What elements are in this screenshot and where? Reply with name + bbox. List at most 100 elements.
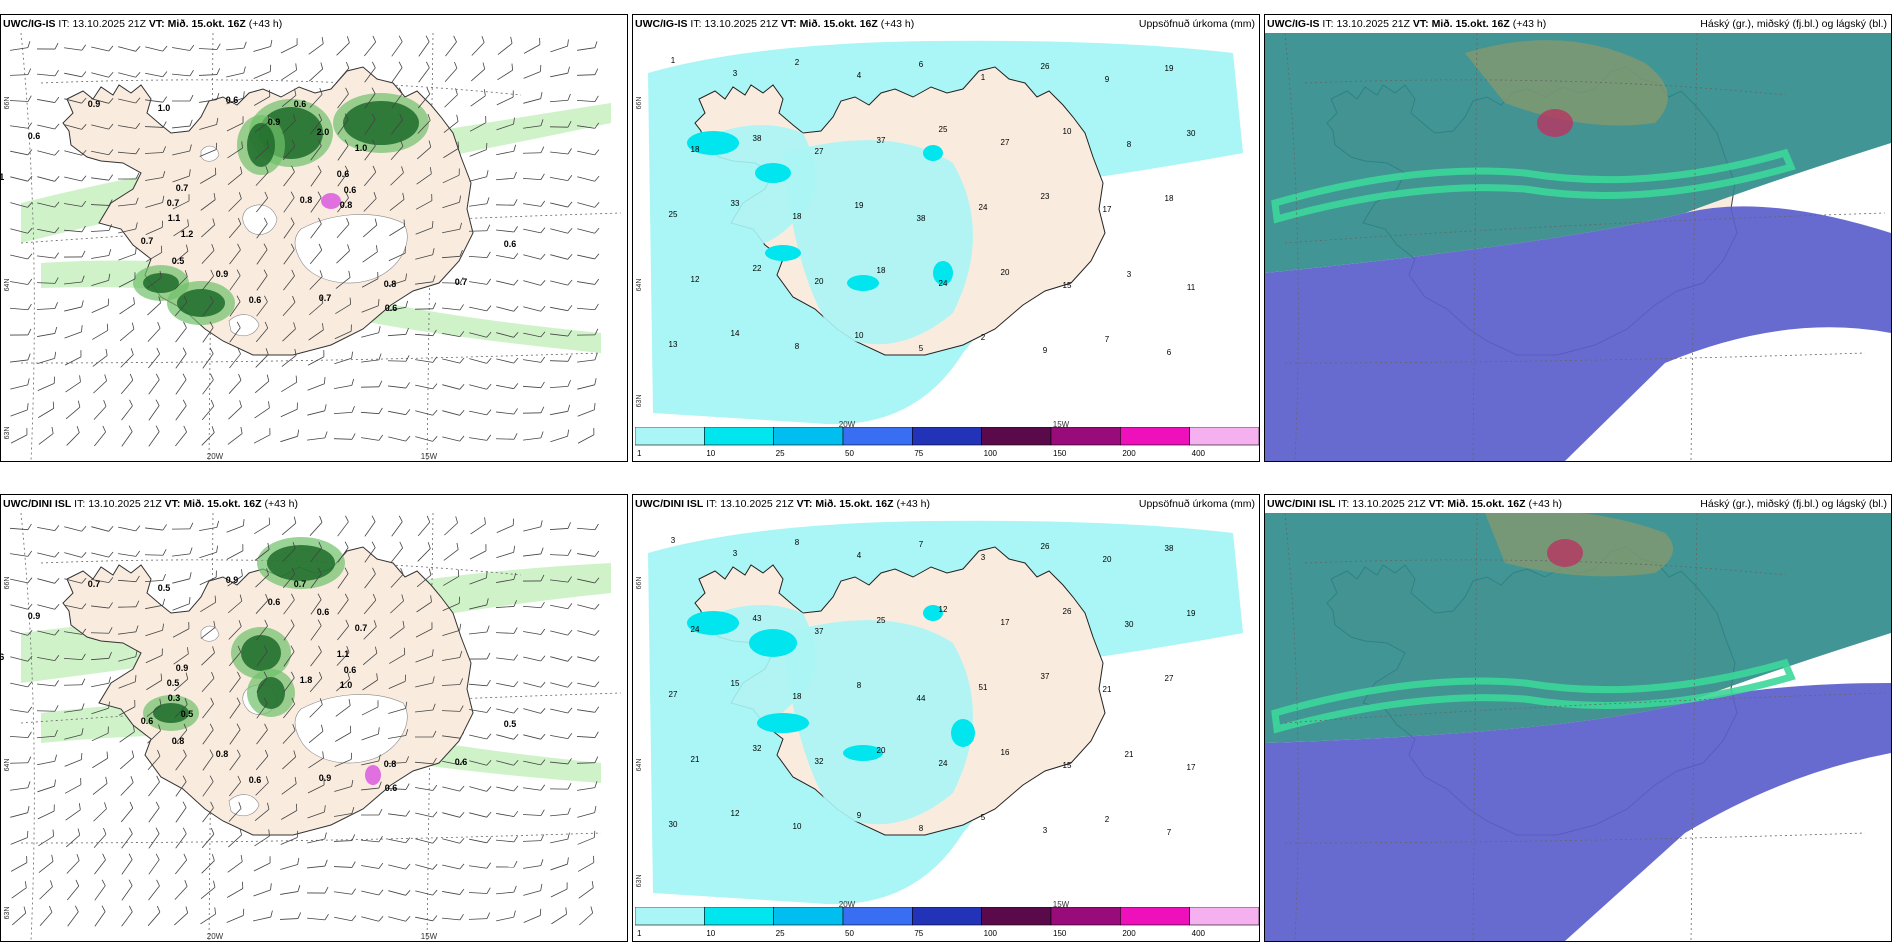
wind-barb (173, 219, 189, 237)
wind-value-labels: 0.8 1.2 0.9 0.8 1.1 0.6 0.9 1.0 0.6 1.1 2.0 0.7 0.6 0… (1, 95, 516, 313)
wind-barb (496, 734, 519, 740)
precip-panel-row2: UWC/DINI ISL IT: 13.10.2025 21Z VT: Mið.… (632, 494, 1260, 942)
wind-barb (308, 751, 324, 769)
cloud-background (1265, 513, 1891, 941)
wind-barb (550, 629, 573, 636)
wind-barb (280, 402, 298, 418)
wind-barb (281, 516, 297, 536)
wind-barb (415, 915, 438, 922)
colorbar-swatch (981, 907, 1052, 926)
wind-barb (229, 671, 241, 693)
precip-map: 1324612691918382737252710830253318193824… (636, 40, 1243, 429)
wind-barb (64, 225, 86, 233)
wind-barb (145, 623, 164, 637)
precip-value-label: 9 (857, 811, 862, 820)
wind-barb (309, 698, 323, 718)
wind-barb (470, 62, 486, 82)
wind-barb (254, 114, 270, 133)
precip-value-label: 14 (731, 329, 740, 338)
wind-barb (523, 759, 546, 766)
wind-value-label: 1.0 (340, 680, 353, 690)
wind-value-labels: 1.80.50.60.80.61.10.80.50.50.30.60.90.90… (1, 575, 516, 793)
wind-value-label: 1.8 (300, 675, 313, 685)
wind-barb (39, 905, 53, 927)
wind-barb (364, 113, 376, 135)
wind-barb (228, 801, 242, 822)
wind-barb (468, 251, 491, 259)
precip-value-label: 12 (939, 605, 948, 614)
wind-barb (469, 170, 489, 182)
wind-barb (10, 278, 33, 285)
precip-value-label: 1 (981, 73, 986, 82)
wind-barb (90, 224, 113, 232)
colorbar-label: 10 (706, 929, 715, 938)
wind-barb (469, 115, 487, 132)
grid-line (1690, 33, 1698, 461)
wind-area-strong (267, 545, 335, 581)
wind-barb (173, 244, 189, 264)
wind-barb (93, 827, 107, 849)
wind-barb (576, 95, 599, 102)
panel-title: UWC/IG-IS IT: 13.10.2025 21Z VT: Mið. 15… (1267, 18, 1547, 30)
wind-barb (10, 681, 33, 688)
wind-barb (496, 810, 519, 817)
wind-barb (333, 834, 356, 842)
wind-barb (119, 725, 135, 743)
wind-barb (522, 834, 545, 842)
wind-barb (64, 525, 87, 532)
precip-value-label: 22 (753, 264, 762, 273)
wind-value-label: 0.7 (455, 277, 468, 287)
wind-barb (415, 703, 436, 713)
wind-barb (283, 165, 295, 187)
wind-barb (469, 837, 492, 844)
wind-barb (64, 275, 85, 285)
wind-map: 1.80.50.60.80.61.10.80.50.50.30.60.90.90… (1, 513, 622, 941)
wind-barb (37, 655, 60, 662)
wind-barb (283, 191, 295, 213)
wind-barb (307, 805, 326, 819)
wind-barb (388, 890, 411, 896)
wind-barb (388, 728, 409, 739)
wind-barb (414, 329, 437, 337)
wind-barb (63, 653, 86, 661)
precip-value-label: 3 (733, 549, 738, 558)
colorbar-label: 25 (776, 929, 785, 938)
wind-barb (361, 835, 383, 843)
precip-value-label: 24 (979, 203, 988, 212)
wind-barb (91, 248, 112, 259)
wind-barb (495, 433, 518, 440)
wind-barb (415, 622, 433, 638)
wind-barb (442, 650, 463, 661)
wind-barb (364, 541, 376, 563)
wind-barb (10, 550, 33, 557)
wind-barb (37, 351, 57, 364)
wind-value-label: 0.3 (168, 693, 181, 703)
wind-barb (202, 373, 214, 395)
wind-barb (92, 348, 108, 367)
wind-barb (120, 373, 134, 395)
wind-barb (254, 517, 271, 535)
wind-barb (229, 347, 241, 369)
wind-barb (10, 378, 30, 390)
colorbar-label: 50 (845, 449, 854, 458)
lat-label: 66N (636, 577, 643, 590)
wind-barb (200, 620, 216, 639)
wind-value-label: 0.8 (216, 749, 229, 759)
wind-barb (468, 679, 491, 687)
wind-barb (469, 142, 488, 157)
wind-barb (145, 648, 163, 664)
precip-value-label: 37 (1041, 672, 1050, 681)
precip-value-label: 2 (981, 333, 986, 342)
wind-barb (144, 121, 167, 128)
wind-barb (144, 573, 166, 583)
grid-line (1690, 513, 1698, 941)
wind-barb (199, 142, 218, 157)
wind-barb (201, 218, 216, 238)
wind-barb (549, 355, 572, 362)
wind-barb (442, 888, 465, 895)
colorbar-swatch (635, 907, 705, 926)
precip-core (843, 745, 883, 761)
wind-barb (416, 167, 432, 185)
wind-barbs (9, 515, 600, 927)
wind-barb (336, 61, 350, 83)
